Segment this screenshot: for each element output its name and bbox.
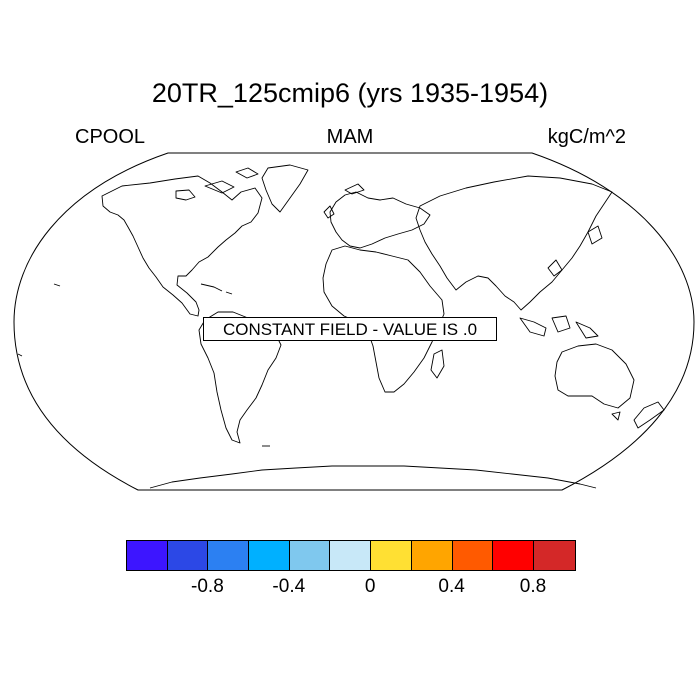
africa-coast [322,245,445,393]
colorbar-tick-label: 0.4 [438,576,465,597]
north-america-coast [101,175,263,317]
colorbar-swatch [452,541,494,570]
coastlines [17,164,665,489]
antarctica-coast [149,465,597,489]
colorbar-tick-label: -0.4 [272,576,306,597]
chart-title: 20TR_125cmip6 (yrs 1935-1954) [151,78,549,108]
colorbar-swatch [127,541,168,570]
map-boundary [13,152,695,491]
colorbar-tick-label: 0.8 [519,576,547,597]
madagascar-coast [430,349,445,379]
colorbar-swatch [249,541,290,570]
colorbar-swatch [330,541,372,570]
asia-coast [415,175,613,311]
variable-label: CPOOL [75,126,146,148]
greenland-coast [261,164,309,213]
colorbar-swatch [208,541,250,570]
colorbar-swatch [371,541,412,570]
colorbar-tick-label: 0 [364,576,376,597]
australia-coast [554,343,635,409]
colorbar [126,540,576,571]
colorbar-tick-label: -0.8 [191,576,224,597]
colorbar-swatch [411,541,453,570]
colorbar-swatch [289,541,331,570]
colorbar-swatch [493,541,534,570]
season-label: MAM [326,126,374,148]
colorbar-swatch [167,541,209,570]
units-label: kgC/m^2 [547,126,626,148]
europe-coast [329,191,431,249]
colorbar-swatch [533,541,575,570]
constant-field-message: CONSTANT FIELD - VALUE IS .0 [203,317,497,341]
